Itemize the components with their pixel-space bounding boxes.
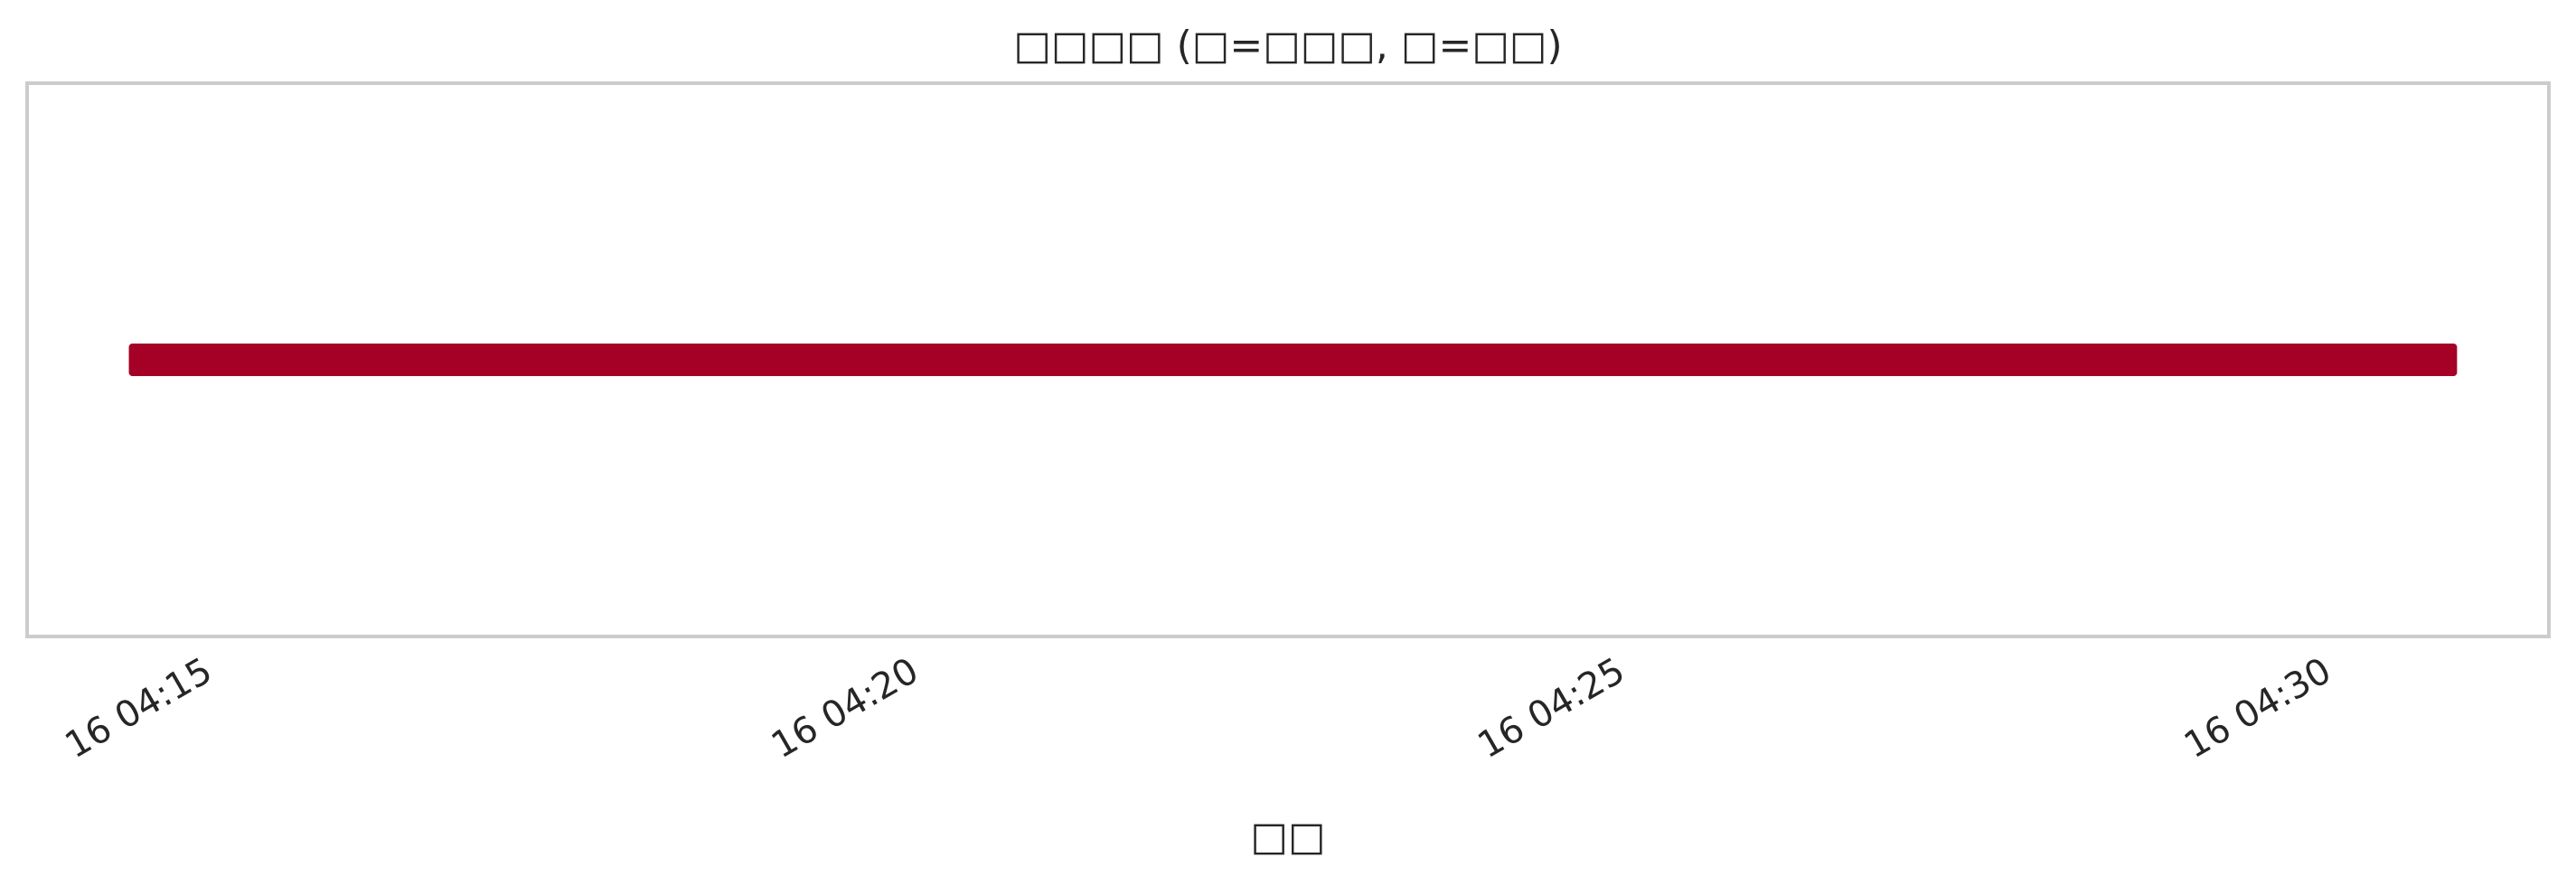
state-bar-0 — [128, 344, 2458, 376]
x-axis-label: □□ — [1250, 814, 1325, 860]
chart-title: □□□□ (□=□□□, □=□□) — [1013, 23, 1562, 69]
plot-frame — [25, 81, 2551, 638]
bars-layer — [128, 344, 2458, 376]
